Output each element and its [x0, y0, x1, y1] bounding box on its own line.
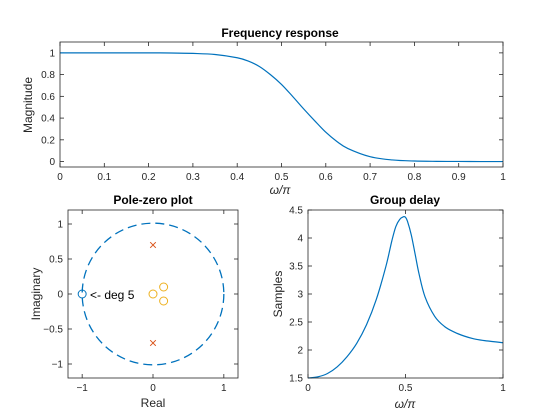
frequency-response-ytick-label: 0.2: [41, 135, 55, 146]
pole-zero-ytick-label: −0.5: [43, 325, 63, 336]
frequency-response-ytick-label: 0: [49, 157, 55, 168]
group-delay-panel: Group delay Samples ω/π 0 0.5 1 1.5 2 2.5 3 3.5…: [271, 193, 506, 411]
group-delay-ytick-label: 4.5: [289, 206, 303, 217]
frequency-response-xtick-label: 1: [500, 172, 506, 183]
frequency-response-title: Frequency response: [221, 26, 339, 40]
group-delay-xlabel: ω/π: [395, 397, 417, 411]
pole-zero-frame: [67, 209, 239, 379]
frequency-response-xtick-label: 0.9: [452, 172, 466, 183]
group-delay-title: Group delay: [370, 193, 440, 207]
pole-zero-xlabel: Real: [141, 396, 166, 410]
frequency-response-xtick-label: 0.4: [230, 172, 244, 183]
frequency-response-panel: Frequency response Magnitude ω/π 0 0.1 0.2…: [21, 26, 506, 197]
pole-marker: [149, 241, 157, 249]
pole-zero-ytick-label: −1: [52, 360, 64, 371]
pole-zero-ytick-label: 1: [57, 220, 63, 231]
group-delay-ytick-label: 4: [297, 234, 303, 245]
frequency-response-frame: [59, 41, 504, 168]
pole-zero-ytick-label: 0: [57, 290, 63, 301]
pole-zero-ytick-label: 0.5: [49, 255, 63, 266]
zero-marker: [159, 282, 169, 292]
pole-marker: [149, 339, 157, 347]
group-delay-ytick-label: 2.5: [289, 318, 303, 329]
group-delay-ytick-label: 2: [297, 346, 303, 357]
frequency-response-ytick-label: 0.4: [41, 114, 55, 125]
pole-zero-panel: Pole-zero plot Imaginary Real −1 0 1 −1 −0.5…: [29, 193, 239, 410]
frequency-response-xtick-label: 0.7: [363, 172, 377, 183]
zero-marker: [159, 296, 169, 306]
frequency-response-xtick-label: 0.3: [186, 172, 200, 183]
unit-circle: [81, 222, 225, 366]
zero-marker: [77, 289, 87, 299]
frequency-response-ytick-label: 0.8: [41, 70, 55, 81]
degree-annotation: <- deg 5: [90, 288, 135, 302]
group-delay-ticks: 0 0.5 1 1.5 2 2.5 3 3.5 4 4.5: [289, 206, 506, 395]
group-delay-ytick-label: 3: [297, 290, 303, 301]
pole-zero-marks: [77, 241, 169, 347]
group-delay-ytick-label: 3.5: [289, 262, 303, 273]
frequency-response-ticks: 0 0.1 0.2 0.3 0.4 0.5 0.6 0.7 0.8 0.9 1 0 0.2 0.4 0.6 0…: [41, 42, 506, 183]
pole-zero-ylabel: Imaginary: [29, 268, 43, 321]
group-delay-line: [307, 215, 504, 379]
frequency-response-xlabel: ω/π: [270, 183, 292, 197]
group-delay-xtick-label: 0: [305, 383, 311, 394]
frequency-response-ylabel: Magnitude: [21, 77, 35, 133]
frequency-response-xtick-label: 0.2: [142, 172, 156, 183]
pole-zero-xtick-label: −1: [76, 383, 88, 394]
group-delay-frame: [307, 209, 504, 379]
frequency-response-xtick-label: 0.1: [97, 172, 111, 183]
frequency-response-xtick-label: 0.6: [319, 172, 333, 183]
magnitude-line: [60, 52, 504, 163]
group-delay-ylabel: Samples: [271, 271, 285, 318]
frequency-response-xtick-label: 0.8: [407, 172, 421, 183]
group-delay-xtick-label: 0.5: [399, 383, 413, 394]
pole-zero-xtick-label: 1: [221, 383, 227, 394]
frequency-response-xtick-label: 0.5: [275, 172, 289, 183]
pole-zero-title: Pole-zero plot: [113, 193, 192, 207]
pole-zero-xtick-label: 0: [150, 383, 156, 394]
group-delay-ytick-label: 1.5: [289, 374, 303, 385]
group-delay-xtick-label: 1: [500, 383, 506, 394]
zero-marker: [148, 289, 158, 299]
frequency-response-ytick-label: 1: [49, 48, 55, 59]
pole-zero-ticks: −1 0 1 −1 −0.5 0 0.5 1: [43, 210, 238, 394]
frequency-response-xtick-label: 0: [57, 172, 63, 183]
frequency-response-ytick-label: 0.6: [41, 92, 55, 103]
